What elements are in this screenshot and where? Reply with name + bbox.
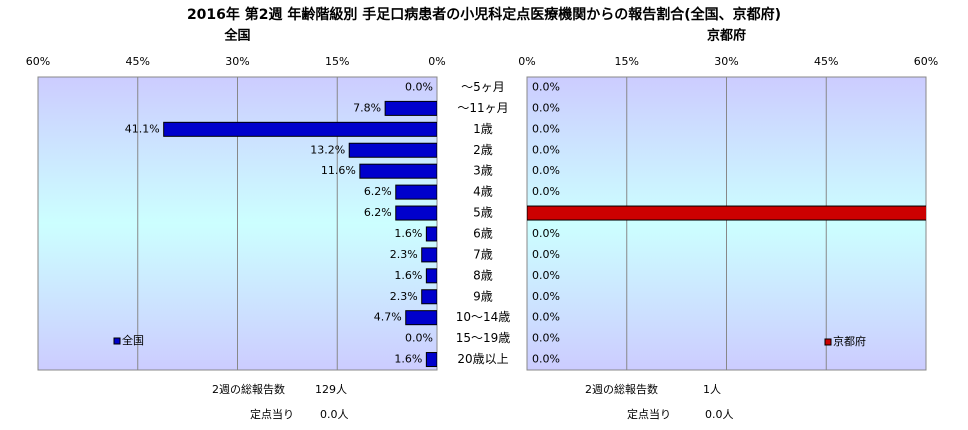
x-tick-label: 30% (225, 55, 249, 68)
note-value: 129人 (315, 383, 347, 396)
value-label: 0.0% (532, 353, 560, 366)
category-label: 7歳 (473, 247, 493, 261)
legend-swatch (113, 337, 121, 345)
bar (421, 247, 437, 263)
bar (384, 100, 437, 116)
value-label: 41.1% (125, 122, 160, 135)
value-label: 0.0% (532, 227, 560, 240)
bar (395, 205, 437, 221)
value-label: 0.0% (532, 248, 560, 261)
x-tick-label: 45% (814, 55, 838, 68)
value-label: 0.0% (532, 332, 560, 345)
chart-title: 2016年 第2週 年齢階級別 手足口病患者の小児科定点医療機関からの報告割合(… (187, 6, 781, 23)
category-label: ～5ヶ月 (461, 80, 505, 94)
value-label: 1.6% (394, 269, 422, 282)
x-tick-label: 30% (714, 55, 738, 68)
category-label: 3歳 (473, 164, 493, 178)
note-label: 2週の総報告数 (585, 382, 658, 396)
value-label: 0.0% (532, 269, 560, 282)
category-label: ～11ヶ月 (457, 101, 508, 115)
bar (359, 163, 437, 179)
category-label: 1歳 (473, 122, 493, 136)
category-label: 5歳 (473, 206, 493, 220)
legend-label: 全国 (122, 333, 144, 347)
value-label: 0.0% (532, 143, 560, 156)
bar (395, 184, 437, 200)
category-label: 8歳 (473, 268, 493, 282)
value-label: 0.0% (405, 332, 433, 345)
x-tick-label: 45% (126, 55, 150, 68)
bar (348, 142, 437, 158)
panel-title: 全国 (223, 28, 250, 44)
x-tick-label: 15% (325, 55, 349, 68)
value-label: 7.8% (353, 101, 381, 114)
value-label: 1.6% (394, 227, 422, 240)
value-label: 13.2% (310, 143, 345, 156)
note-label: 定点当り (627, 407, 671, 421)
note-value: 0.0人 (320, 408, 349, 421)
bar (421, 289, 437, 305)
bar (163, 121, 437, 137)
value-label: 2.3% (390, 290, 418, 303)
value-label: 6.2% (364, 206, 392, 219)
category-label: 2歳 (473, 143, 493, 157)
value-label: 2.3% (390, 248, 418, 261)
value-label: 0.0% (532, 101, 560, 114)
bar (425, 352, 437, 368)
legend-label: 京都府 (833, 334, 866, 348)
category-label: 4歳 (473, 185, 493, 199)
note-value: 0.0人 (705, 408, 734, 421)
category-label: 9歳 (473, 289, 493, 303)
value-label: 0.0% (532, 164, 560, 177)
value-label: 0.0% (532, 311, 560, 324)
value-label: 11.6% (321, 164, 356, 177)
value-label: 6.2% (364, 185, 392, 198)
panel-title: 京都府 (707, 28, 746, 44)
value-label: 0.0% (405, 80, 433, 93)
x-tick-label: 0% (428, 55, 445, 68)
note-value: 1人 (703, 383, 721, 396)
category-label: 10～14歳 (456, 310, 511, 324)
value-label: 0.0% (532, 122, 560, 135)
category-label: 6歳 (473, 226, 493, 240)
value-label: 0.0% (532, 290, 560, 303)
x-tick-label: 60% (914, 55, 938, 68)
bars (527, 205, 926, 221)
bar (405, 310, 437, 326)
x-tick-label: 0% (518, 55, 535, 68)
value-label: 4.7% (374, 311, 402, 324)
bar (527, 205, 926, 221)
value-label: 0.0% (532, 80, 560, 93)
bar (425, 226, 437, 242)
value-label: 1.6% (394, 353, 422, 366)
note-label: 2週の総報告数 (212, 382, 285, 396)
legend-swatch (824, 338, 832, 346)
category-label: 15～19歳 (456, 331, 511, 345)
x-tick-label: 60% (26, 55, 50, 68)
bar (425, 268, 437, 284)
bars (163, 100, 437, 368)
category-label: 20歳以上 (457, 352, 508, 366)
note-label: 定点当り (250, 407, 294, 421)
value-label: 0.0% (532, 185, 560, 198)
x-tick-label: 15% (615, 55, 639, 68)
